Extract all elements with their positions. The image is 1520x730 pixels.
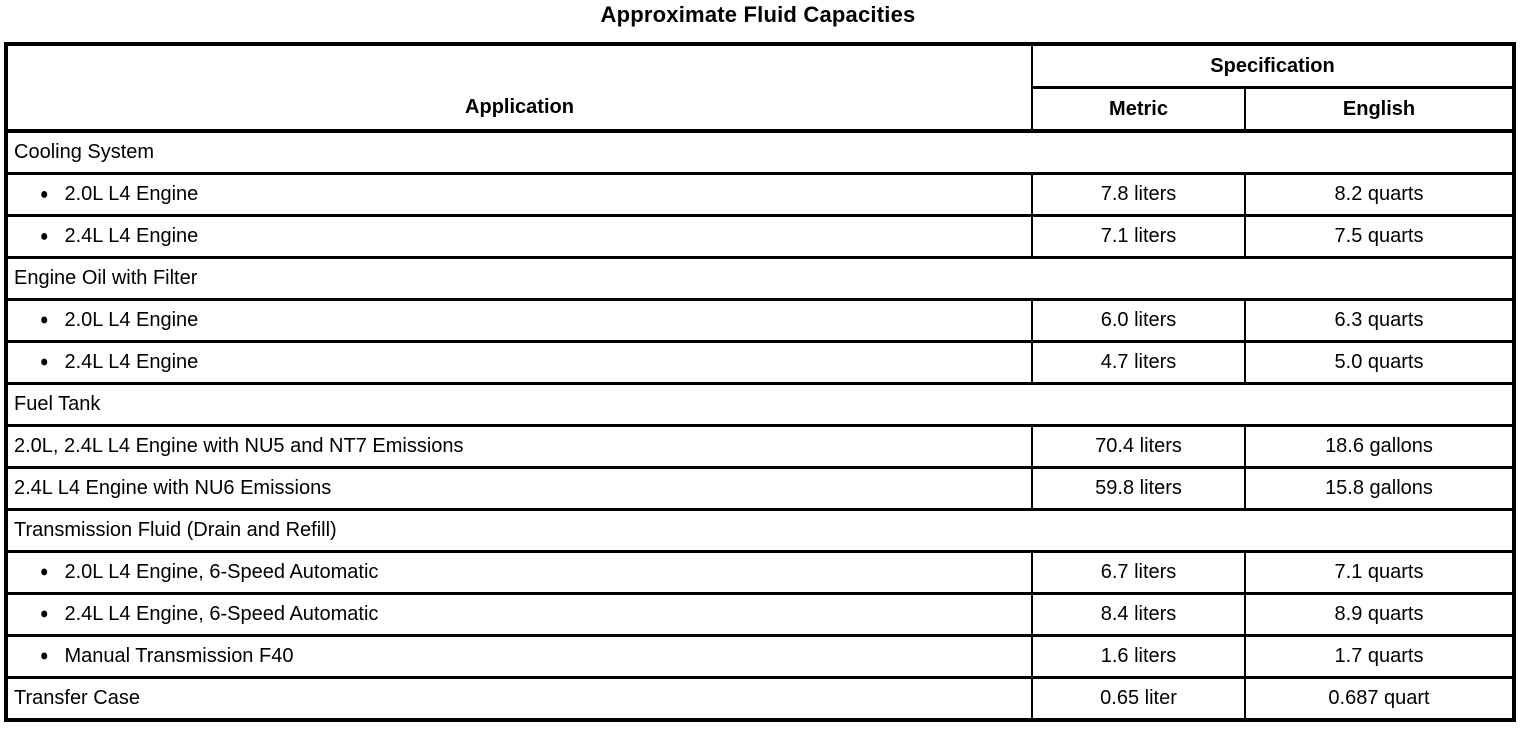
application-label: 2.0L, 2.4L L4 Engine with NU5 and NT7 Em… (5, 424, 1033, 469)
bullet-icon: ● (40, 561, 49, 581)
table-row: ● Manual Transmission F40 1.6 liters 1.7 qu… (5, 634, 1516, 679)
table-row: 2.4L L4 Engine with NU6 Emissions 59.8 li… (5, 466, 1516, 511)
metric-value: 59.8 liters (1031, 466, 1246, 511)
english-value: 7.1 quarts (1243, 550, 1516, 595)
english-value: 7.5 quarts (1243, 214, 1516, 259)
table-header: Application Specification Metric English (5, 42, 1516, 133)
application-cell: ● Manual Transmission F40 (5, 634, 1033, 679)
bullet-icon: ● (40, 183, 49, 203)
metric-value: 6.7 liters (1031, 550, 1246, 595)
table-body: Cooling System ● 2.0L L4 Engine 7.8 liters 8… (4, 129, 1516, 722)
english-value: 0.687 quart (1243, 676, 1516, 722)
bullet-icon: ● (40, 603, 49, 623)
application-cell: ● 2.0L L4 Engine, 6-Speed Automatic (5, 550, 1033, 595)
specification-column-header: Specification (1030, 42, 1516, 89)
table-row: ● 2.4L L4 Engine 4.7 liters 5.0 quarts (5, 340, 1516, 385)
metric-value: 1.6 liters (1031, 634, 1246, 679)
english-value: 5.0 quarts (1243, 340, 1516, 385)
section-label: Cooling System (4, 129, 1516, 175)
section-label: Fuel Tank (4, 382, 1516, 427)
header-row-1: Application Specification (5, 42, 1516, 133)
section-row: Engine Oil with Filter (4, 256, 1516, 301)
table-row: Transfer Case 0.65 liter 0.687 quart (5, 676, 1516, 722)
metric-value: 4.7 liters (1031, 340, 1246, 385)
english-value: 1.7 quarts (1243, 634, 1516, 679)
application-label: 2.0L L4 Engine, 6-Speed Automatic (64, 561, 379, 583)
bullet-icon: ● (40, 645, 49, 665)
section-label: Engine Oil with Filter (4, 256, 1516, 301)
application-cell: ● 2.4L L4 Engine, 6-Speed Automatic (5, 592, 1033, 637)
section-row: Transmission Fluid (Drain and Refill) (4, 508, 1516, 553)
metric-value: 0.65 liter (1031, 676, 1246, 722)
application-label: 2.0L L4 Engine (64, 183, 199, 205)
metric-value: 7.1 liters (1031, 214, 1246, 259)
english-value: 15.8 gallons (1243, 466, 1516, 511)
metric-value: 8.4 liters (1031, 592, 1246, 637)
application-label: 2.4L L4 Engine (64, 225, 199, 247)
metric-column-header: Metric (1031, 86, 1246, 133)
table-title: Approximate Fluid Capacities (600, 2, 916, 27)
metric-value: 6.0 liters (1031, 298, 1246, 343)
table-row: ● 2.4L L4 Engine, 6-Speed Automatic 8.4 li… (5, 592, 1516, 637)
table-row: 2.0L, 2.4L L4 Engine with NU5 and NT7 Em… (5, 424, 1516, 469)
application-label: 2.0L L4 Engine (64, 309, 199, 331)
section-row: Cooling System (4, 129, 1516, 175)
header-row-2: Metric English (6, 86, 1516, 133)
bullet-icon: ● (40, 309, 49, 329)
metric-value: 7.8 liters (1031, 172, 1246, 217)
english-value: 8.2 quarts (1243, 172, 1516, 217)
application-label: Transfer Case (5, 676, 1033, 722)
english-column-header: English (1243, 86, 1516, 133)
application-column-header: Application (5, 42, 1033, 133)
metric-value: 70.4 liters (1031, 424, 1246, 469)
table-row: ● 2.0L L4 Engine 6.0 liters 6.3 quarts (5, 298, 1516, 343)
application-cell: ● 2.4L L4 Engine (5, 214, 1033, 259)
english-value: 8.9 quarts (1243, 592, 1516, 637)
application-cell: ● 2.0L L4 Engine (5, 298, 1033, 343)
english-value: 18.6 gallons (1243, 424, 1516, 469)
section-row: Fuel Tank (4, 382, 1516, 427)
bullet-icon: ● (40, 225, 49, 245)
table-row: ● 2.0L L4 Engine, 6-Speed Automatic 6.7 li… (5, 550, 1516, 595)
section-label: Transmission Fluid (Drain and Refill) (4, 508, 1516, 553)
application-cell: ● 2.4L L4 Engine (5, 340, 1033, 385)
table-row: ● 2.4L L4 Engine 7.1 liters 7.5 quarts (5, 214, 1516, 259)
table-row: ● 2.0L L4 Engine 7.8 liters 8.2 quarts (5, 172, 1516, 217)
fluid-capacities-table: Application Specification Metric English… (4, 42, 1517, 722)
application-label: 2.4L L4 Engine with NU6 Emissions (5, 466, 1033, 511)
application-label: 2.4L L4 Engine (64, 351, 199, 373)
application-cell: ● 2.0L L4 Engine (5, 172, 1033, 217)
application-label: 2.4L L4 Engine, 6-Speed Automatic (64, 603, 379, 625)
application-label: Manual Transmission F40 (64, 645, 294, 667)
english-value: 6.3 quarts (1243, 298, 1516, 343)
bullet-icon: ● (40, 351, 49, 371)
